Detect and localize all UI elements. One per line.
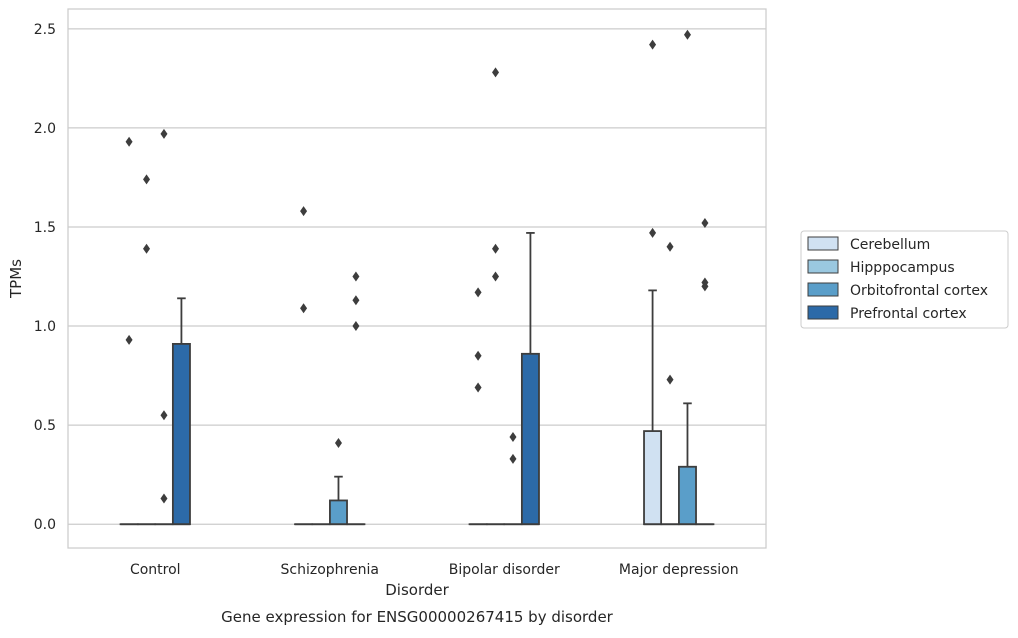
box-group xyxy=(661,242,678,524)
outlier-point xyxy=(492,244,499,254)
y-tick-label: 1.5 xyxy=(34,220,56,236)
y-tick-label: 0.5 xyxy=(34,418,56,434)
y-tick-label: 2.0 xyxy=(34,121,56,137)
legend-swatch xyxy=(808,237,838,250)
box-group xyxy=(121,137,138,524)
outlier-point xyxy=(475,287,482,297)
outlier-point xyxy=(352,321,359,331)
box-group xyxy=(295,206,312,524)
x-tick-label: Bipolar disorder xyxy=(449,562,560,578)
outlier-point xyxy=(160,410,167,420)
box-group xyxy=(173,298,190,524)
outlier-point xyxy=(684,30,691,40)
outlier-point xyxy=(509,454,516,464)
outlier-point xyxy=(475,382,482,392)
box-group xyxy=(644,40,661,525)
y-axis-ticks: 0.0 0.5 1.0 1.5 2.0 2.5 xyxy=(34,22,56,533)
legend-swatch xyxy=(808,283,838,296)
box xyxy=(679,467,696,524)
box-group xyxy=(504,432,521,524)
box-group xyxy=(330,438,347,524)
outlier-point xyxy=(300,206,307,216)
outlier-point xyxy=(649,40,656,50)
box-group xyxy=(470,287,487,524)
legend: Cerebellum Hipppocampus Orbitofrontal cort… xyxy=(801,231,1008,328)
outlier-point xyxy=(160,129,167,139)
x-tick-label: Major depression xyxy=(619,562,739,578)
outlier-point xyxy=(143,244,150,254)
box-group xyxy=(696,218,713,524)
x-tick-label: Schizophrenia xyxy=(281,562,379,578)
y-tick-label: 1.0 xyxy=(34,319,56,335)
legend-swatch xyxy=(808,260,838,273)
outlier-point xyxy=(509,432,516,442)
outlier-point xyxy=(126,335,133,345)
box-group xyxy=(347,272,364,525)
box xyxy=(330,500,347,524)
outlier-point xyxy=(126,137,133,147)
box xyxy=(522,354,539,524)
legend-label: Hipppocampus xyxy=(850,260,955,276)
legend-label: Cerebellum xyxy=(850,237,930,253)
legend-label: Orbitofrontal cortex xyxy=(850,283,988,299)
outlier-point xyxy=(352,295,359,305)
legend-label: Prefrontal cortex xyxy=(850,306,967,322)
box-group xyxy=(679,30,696,524)
box-series xyxy=(121,30,714,524)
x-axis-label: Disorder xyxy=(385,581,449,599)
outlier-point xyxy=(160,493,167,503)
outlier-point xyxy=(492,272,499,282)
outlier-point xyxy=(492,67,499,77)
outlier-point xyxy=(335,438,342,448)
y-tick-label: 2.5 xyxy=(34,22,56,38)
outlier-point xyxy=(300,303,307,313)
outlier-point xyxy=(475,351,482,361)
box xyxy=(644,431,661,524)
box-group xyxy=(487,67,504,524)
x-tick-label: Control xyxy=(130,562,181,578)
y-tick-label: 0.0 xyxy=(34,517,56,533)
box xyxy=(173,344,190,524)
outlier-point xyxy=(649,228,656,238)
box-group xyxy=(522,233,539,524)
outlier-point xyxy=(667,242,674,252)
y-axis-label: TPMs xyxy=(7,259,25,299)
legend-swatch xyxy=(808,306,838,319)
x-axis-ticks: Control Schizophrenia Bipolar disorder Majo… xyxy=(130,562,739,578)
outlier-point xyxy=(352,272,359,282)
outlier-point xyxy=(143,174,150,184)
chart-caption: Gene expression for ENSG00000267415 by d… xyxy=(221,608,614,626)
outlier-point xyxy=(667,375,674,385)
